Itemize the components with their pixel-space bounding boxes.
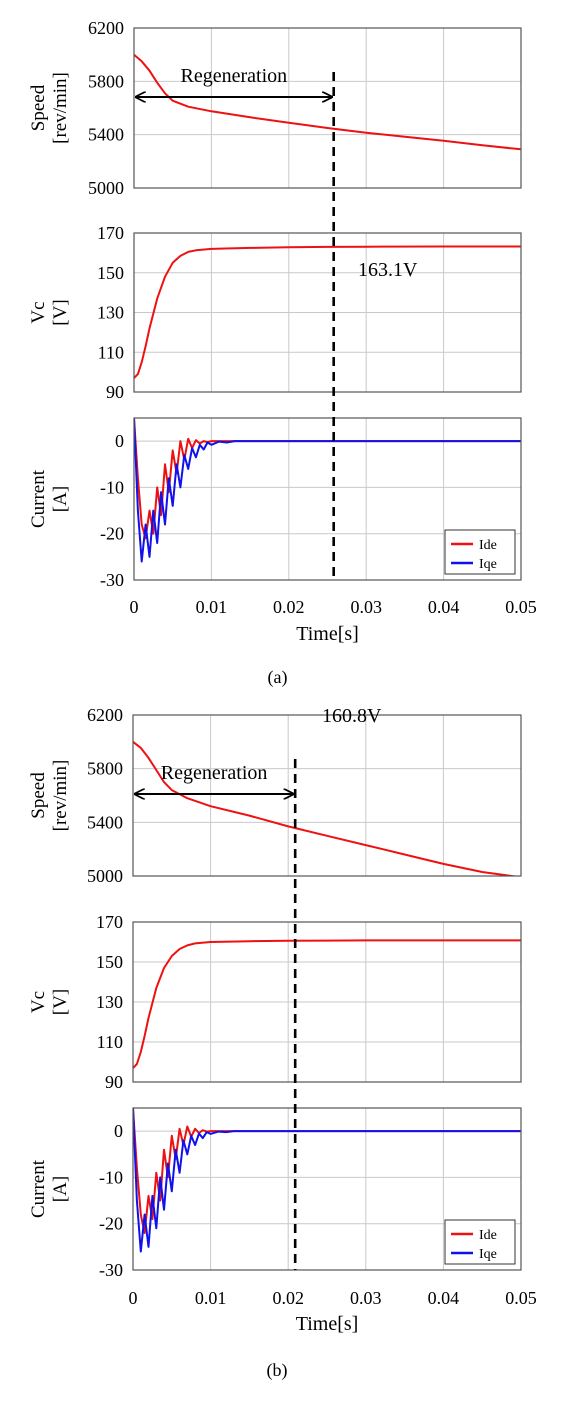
y-tick-label: 170 — [96, 912, 123, 932]
subplot-vc: 90 110 130 150 170 Vc[V] — [28, 912, 522, 1092]
plot-frame — [133, 232, 522, 393]
plot-frame — [133, 27, 522, 189]
y-axis-label-line: [rev/min] — [50, 72, 71, 144]
y-axis-label: Vc[V] — [28, 299, 71, 325]
plot-frame — [132, 921, 522, 1083]
y-axis-label: Current[A] — [28, 1159, 71, 1218]
legend-box — [444, 1219, 516, 1265]
series-line-vc — [134, 245, 521, 379]
y-tick-label: -10 — [99, 1167, 123, 1187]
y-tick-label: 0 — [114, 1121, 123, 1141]
y-tick-label: 90 — [106, 382, 124, 402]
y-tick-label: 170 — [97, 223, 124, 243]
y-axis-label: Speed[rev/min] — [28, 72, 71, 144]
subplot-current: -30 -20 -10 0 Current[A] Ide Iqe — [28, 1107, 522, 1280]
y-tick-label: 0 — [115, 431, 124, 451]
legend-label: Iqe — [479, 1247, 497, 1262]
y-axis-label-line: Vc — [28, 991, 49, 1013]
y-axis-label-line: [A] — [50, 486, 71, 512]
series-line-speed — [134, 53, 521, 151]
y-axis-label: Speed[rev/min] — [28, 760, 71, 832]
legend: Ide Iqe — [444, 529, 516, 575]
x-axis-label: Time[s] — [296, 1313, 359, 1335]
series-line-iqe — [133, 1108, 521, 1253]
panel-b: 5000 5400 5800 6200 Speed[rev/min] 90 110 130 15… — [28, 705, 537, 1381]
legend-label: Iqe — [479, 557, 497, 572]
y-tick-label: 150 — [96, 952, 123, 972]
x-tick-label: 0.04 — [428, 597, 460, 617]
panel-a: 5000 5400 5800 6200 Speed[rev/min] 90 110 130 15… — [28, 18, 537, 688]
y-axis-label: Vc[V] — [28, 989, 71, 1015]
legend-label: Ide — [479, 538, 497, 553]
plot-frame — [132, 1107, 522, 1271]
regeneration-label: Regeneration — [181, 65, 288, 87]
x-axis-label: Time[s] — [296, 623, 359, 645]
y-tick-label: -20 — [99, 1214, 123, 1234]
y-axis-label-line: Current — [28, 1159, 49, 1218]
plot-frame — [133, 417, 522, 581]
voltage-annotation: 163.1V — [358, 259, 418, 281]
y-tick-label: 110 — [98, 342, 124, 362]
y-axis-label-line: Speed — [28, 772, 49, 819]
y-axis-label-line: [rev/min] — [50, 760, 71, 832]
legend-label: Ide — [479, 1228, 497, 1243]
y-axis-label: Current[A] — [28, 469, 71, 528]
series-line-vc — [133, 939, 521, 1069]
y-tick-label: 6200 — [87, 705, 123, 725]
series-line-ide — [134, 418, 521, 540]
x-tick-label: 0.01 — [196, 597, 228, 617]
y-tick-label: 130 — [96, 992, 123, 1012]
series-line-ide — [133, 1108, 521, 1234]
x-tick-label: 0.03 — [350, 1288, 382, 1308]
x-tick-label: 0.01 — [195, 1288, 227, 1308]
y-tick-label: 5400 — [87, 812, 123, 832]
y-axis-label-line: [V] — [50, 299, 71, 325]
plot-frame — [132, 714, 522, 877]
y-tick-label: 5000 — [88, 178, 124, 198]
x-tick-label: 0.05 — [505, 597, 537, 617]
regeneration-label: Regeneration — [161, 762, 268, 784]
x-tick-label: 0.03 — [350, 597, 382, 617]
y-tick-label: 5800 — [88, 71, 124, 91]
subplot-vc: 90 110 130 150 170 Vc[V] — [28, 223, 522, 402]
series-line-iqe — [134, 418, 521, 563]
figure-caption: (b) — [267, 1360, 288, 1381]
subplot-current: -30 -20 -10 0 Current[A] Ide Iqe — [28, 417, 522, 590]
y-axis-label-line: Speed — [28, 84, 49, 131]
x-tick-label: 0 — [130, 597, 139, 617]
y-tick-label: 5400 — [88, 125, 124, 145]
x-tick-label: 0 — [129, 1288, 138, 1308]
y-axis-label-line: [V] — [50, 989, 71, 1015]
y-tick-label: -10 — [100, 477, 124, 497]
x-tick-label: 0.02 — [273, 597, 305, 617]
y-tick-label: 6200 — [88, 18, 124, 38]
x-tick-label: 0.02 — [272, 1288, 304, 1308]
y-tick-label: 130 — [97, 303, 124, 323]
y-tick-label: 5800 — [87, 759, 123, 779]
y-axis-label-line: Vc — [28, 301, 49, 323]
subplot-speed: 5000 5400 5800 6200 Speed[rev/min] — [28, 705, 522, 886]
y-tick-label: 110 — [97, 1032, 123, 1052]
x-tick-label: 0.05 — [505, 1288, 537, 1308]
y-axis-label-line: Current — [28, 469, 49, 528]
y-axis-label-line: [A] — [50, 1176, 71, 1202]
legend-box — [444, 529, 516, 575]
y-tick-label: -30 — [100, 570, 124, 590]
legend: Ide Iqe — [444, 1219, 516, 1265]
y-tick-label: 5000 — [87, 866, 123, 886]
subplot-speed: 5000 5400 5800 6200 Speed[rev/min] — [28, 18, 522, 198]
y-tick-label: 150 — [97, 263, 124, 283]
y-tick-label: 90 — [105, 1072, 123, 1092]
y-tick-label: -30 — [99, 1260, 123, 1280]
figure-caption: (a) — [268, 667, 288, 688]
voltage-annotation: 160.8V — [322, 705, 382, 727]
x-tick-label: 0.04 — [428, 1288, 460, 1308]
series-line-speed — [133, 741, 519, 876]
y-tick-label: -20 — [100, 524, 124, 544]
